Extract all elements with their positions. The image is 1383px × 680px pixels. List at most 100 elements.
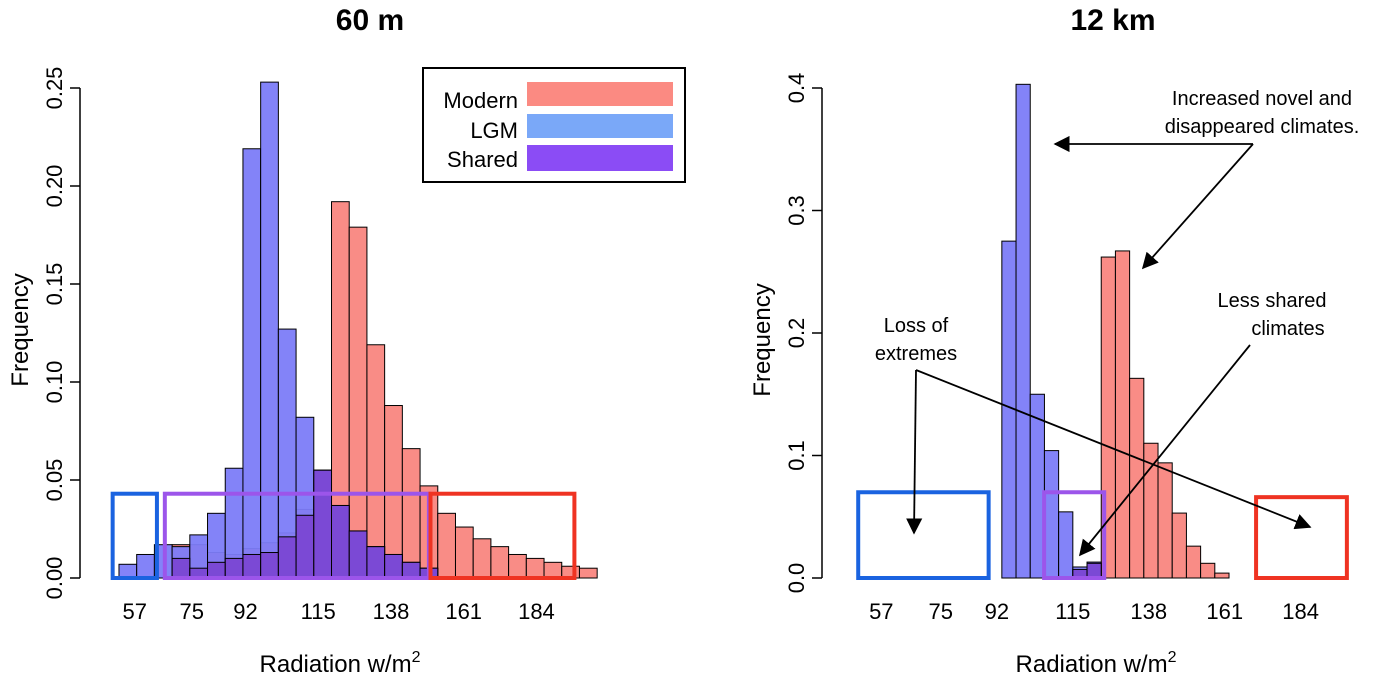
y-tick-label: 0.0 — [784, 563, 809, 594]
highlight-box-outlines — [856, 490, 1349, 580]
annotation-novel-line1: Increased novel and — [1172, 88, 1352, 110]
panel-60m: 60 m 0.00 0.05 0.10 0.15 0.20 0.25 57 75 92 115 1… — [7, 4, 686, 678]
annotation-extremes-line1: Loss of — [884, 315, 949, 337]
x-tick-label: 138 — [1130, 599, 1167, 624]
y-axis-label: Frequency — [749, 283, 776, 396]
y-tick-label: 0.2 — [784, 318, 809, 349]
shared-bar — [1086, 562, 1102, 579]
x-axis: 57 75 92 115 138 161 184 — [123, 599, 555, 624]
x-axis: 57 75 92 115 138 161 184 — [869, 599, 1319, 624]
annotation-shared-line2: climates — [1251, 318, 1324, 340]
x-tick-label: 115 — [1055, 599, 1090, 624]
annotations: Increased novel and disappeared climates… — [875, 88, 1360, 557]
highlight-box-outlines — [110, 491, 577, 580]
modern-bar — [1200, 562, 1216, 579]
shared-bar — [171, 557, 191, 579]
shared-bar — [331, 504, 350, 579]
legend-swatch-lgm — [527, 114, 673, 138]
lgm-bar — [136, 553, 155, 579]
shared-bar — [348, 530, 368, 579]
chart-title: 12 km — [1070, 4, 1155, 37]
modern-bar — [401, 448, 421, 579]
shared-bar — [207, 561, 226, 579]
x-axis-label-superscript: 2 — [412, 649, 421, 666]
x-tick-label: 184 — [1282, 599, 1319, 624]
y-tick-label: 0.00 — [42, 557, 67, 600]
shared-bar — [242, 553, 262, 579]
y-tick-label: 0.1 — [784, 440, 809, 471]
modern-bar — [472, 538, 492, 579]
modern-highlight-box — [428, 491, 577, 580]
lgm-bar — [1058, 511, 1074, 579]
chart-title: 60 m — [336, 4, 404, 37]
y-tick-label: 0.4 — [784, 73, 809, 104]
lgm-bars — [1001, 83, 1102, 579]
shared-bar — [224, 557, 244, 579]
arrow-novel-down — [1141, 143, 1254, 270]
legend-swatch-modern — [527, 82, 673, 106]
panel-12km: 12 km 0.0 0.1 0.2 0.3 0.4 57 75 92 115 138 161 184… — [749, 4, 1359, 678]
shared-bar — [313, 469, 333, 579]
shared-highlight-box — [1042, 490, 1107, 580]
shared-bar — [295, 514, 315, 579]
x-tick-label: 161 — [445, 599, 482, 624]
y-tick-label: 0.15 — [42, 263, 67, 306]
modern-bar — [454, 526, 474, 579]
arrow-shared — [1078, 344, 1251, 557]
x-tick-label: 138 — [373, 599, 410, 624]
x-tick-label: 75 — [179, 599, 203, 624]
modern-bar — [578, 567, 598, 579]
modern-bar — [1185, 545, 1202, 579]
lgm-highlight-box — [110, 491, 159, 580]
x-axis-label-superscript: 2 — [1168, 649, 1177, 666]
x-axis-label-text: Radiation w/m — [260, 651, 412, 678]
modern-bar — [508, 553, 527, 579]
x-tick-label: 57 — [869, 599, 893, 624]
annotation-extremes-line2: extremes — [875, 343, 957, 365]
lgm-bar — [260, 81, 279, 579]
x-axis-label: Radiation w/m2 — [260, 649, 421, 678]
y-axis: 0.0 0.1 0.2 0.3 0.4 — [784, 73, 823, 594]
y-tick-label: 0.10 — [42, 361, 67, 404]
shared-bar — [366, 546, 386, 579]
modern-bar — [437, 512, 456, 579]
modern-highlight-box — [1254, 495, 1349, 580]
y-axis-label: Frequency — [7, 273, 34, 386]
legend-swatch-shared — [527, 145, 673, 171]
lgm-bar — [118, 563, 138, 579]
x-tick-label: 115 — [301, 599, 336, 624]
y-tick-label: 0.20 — [42, 165, 67, 208]
modern-bar — [525, 557, 545, 579]
modern-bar — [348, 226, 368, 579]
legend-label-modern: Modern — [443, 88, 518, 113]
x-axis-label-text: Radiation w/m — [1016, 651, 1168, 678]
lgm-bar — [1015, 83, 1031, 579]
modern-bar — [490, 546, 510, 579]
y-tick-label: 0.25 — [42, 67, 67, 110]
modern-bar — [1114, 250, 1131, 579]
legend-label-lgm: LGM — [470, 118, 518, 143]
legend-label-shared: Shared — [447, 147, 518, 172]
legend: Modern LGM Shared — [422, 67, 686, 183]
x-tick-label: 161 — [1206, 599, 1243, 624]
x-axis-label: Radiation w/m2 — [1016, 649, 1177, 678]
shared-bars — [171, 469, 439, 579]
y-tick-label: 0.05 — [42, 459, 67, 502]
arrow-extremes-right — [915, 369, 1312, 530]
lgm-highlight-box — [856, 490, 991, 580]
arrow-extremes-down — [906, 369, 923, 535]
y-tick-label: 0.3 — [784, 195, 809, 226]
lgm-bar — [242, 148, 262, 579]
shared-bars — [1072, 562, 1102, 579]
shared-bar — [260, 552, 279, 579]
annotation-novel-line2: disappeared climates. — [1165, 116, 1360, 138]
x-tick-label: 92 — [233, 599, 257, 624]
modern-bar — [366, 344, 386, 579]
shared-bar — [277, 536, 297, 579]
annotation-shared-line1: Less shared — [1218, 290, 1327, 312]
modern-bar — [1171, 512, 1187, 579]
modern-bar — [543, 561, 563, 579]
modern-bar — [1157, 462, 1173, 579]
x-tick-label: 75 — [929, 599, 953, 624]
